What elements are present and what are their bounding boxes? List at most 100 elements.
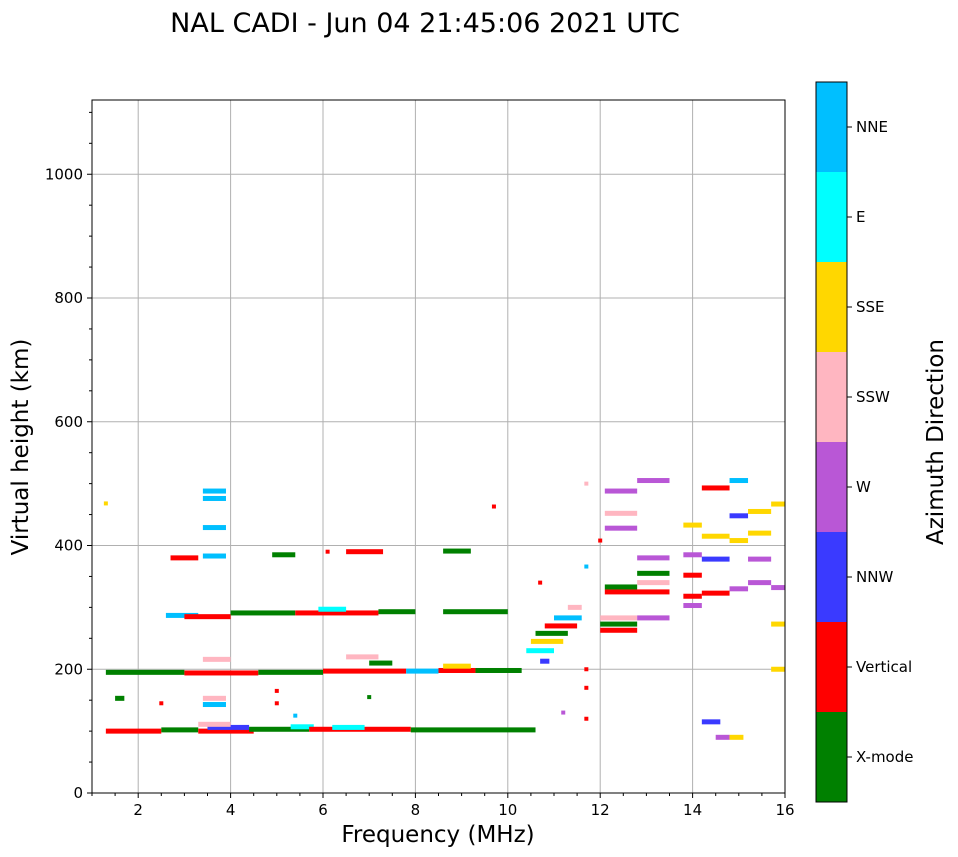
echo-segment (637, 615, 670, 621)
data-marks (103, 478, 785, 740)
echo-segment (202, 553, 226, 559)
echo-segment (526, 648, 554, 654)
colorbar-tick-label: W (856, 478, 871, 496)
echo-segment (771, 501, 785, 507)
echo-segment (771, 666, 785, 672)
grid-lines (92, 100, 786, 794)
echo-segment (202, 525, 226, 531)
echo-segment (540, 658, 550, 664)
y-tick-label: 800 (54, 289, 83, 307)
echo-segment (530, 638, 564, 644)
echo-segment (443, 548, 471, 554)
y-tick-label: 1000 (45, 165, 83, 183)
x-axis-label: Frequency (MHz) (341, 822, 534, 848)
x-tick-label: 10 (498, 801, 517, 819)
echo-point (561, 710, 566, 715)
echo-point (584, 685, 589, 690)
echo-point (538, 580, 543, 585)
echo-point (491, 504, 496, 509)
echo-segment (701, 719, 721, 725)
colorbar-swatch (816, 712, 847, 802)
chart-title: NAL CADI - Jun 04 21:45:06 2021 UTC (170, 8, 680, 39)
echo-point (274, 688, 279, 693)
echo-segment (406, 668, 439, 674)
colorbar: X-mode Vertical NNW W SSW SSE E NNE (815, 81, 913, 803)
echo-point (584, 667, 589, 672)
echo-segment (701, 556, 730, 562)
y-axis-ticks: 0 200 400 600 800 1000 (45, 111, 92, 802)
echo-segment (443, 609, 508, 615)
echo-segment (604, 525, 638, 531)
echo-segment (600, 615, 638, 621)
echo-segment (637, 555, 670, 561)
echo-segment (600, 621, 638, 627)
echo-segment (198, 721, 231, 727)
echo-segment (729, 478, 749, 484)
colorbar-tick-label: E (856, 208, 865, 226)
colorbar-tick-label: Vertical (856, 658, 912, 676)
echo-segment (771, 585, 785, 591)
x-tick-label: 4 (226, 801, 236, 819)
echo-point (103, 501, 108, 506)
echo-segment (604, 488, 638, 494)
echo-segment (165, 612, 199, 618)
echo-segment (683, 522, 702, 528)
echo-segment (438, 667, 476, 673)
echo-point (584, 564, 589, 569)
echo-segment (443, 663, 471, 669)
echo-segment (207, 724, 250, 730)
echo-point (274, 701, 279, 706)
echo-segment (683, 572, 702, 578)
echo-segment (701, 590, 730, 596)
colorbar-tick-label: SSE (856, 298, 885, 316)
echo-segment (554, 615, 582, 621)
echo-segment (715, 734, 730, 740)
echo-segment (184, 670, 259, 676)
echo-segment (729, 538, 749, 544)
echo-point (325, 549, 330, 554)
plot-background (92, 100, 785, 793)
echo-segment (161, 727, 199, 733)
echo-segment (170, 555, 199, 561)
echo-segment (198, 728, 254, 734)
echo-segment (701, 485, 730, 491)
echo-segment (701, 533, 730, 539)
echo-segment (105, 728, 162, 734)
echo-segment (604, 589, 670, 595)
colorbar-tick-label: NNE (856, 118, 888, 136)
colorbar-tick-label: SSW (856, 388, 890, 406)
echo-segment (637, 570, 670, 576)
echo-segment (202, 495, 226, 501)
echo-segment (318, 606, 347, 612)
echo-segment (604, 584, 638, 590)
colorbar-swatch (816, 172, 847, 262)
echo-segment (202, 656, 231, 662)
colorbar-swatch (816, 262, 847, 352)
echo-segment (346, 654, 379, 660)
echo-segment (544, 623, 578, 629)
echo-segment (346, 549, 384, 555)
echo-segment (683, 603, 702, 609)
echo-point (367, 695, 372, 700)
colorbar-tick-label: X-mode (856, 748, 913, 766)
echo-segment (323, 668, 407, 674)
echo-segment (202, 695, 226, 701)
echo-segment (332, 724, 365, 730)
colorbar-swatch (816, 82, 847, 172)
echo-segment (748, 508, 772, 514)
colorbar-tick-label: NNW (856, 568, 893, 586)
echo-segment (729, 586, 749, 592)
y-tick-label: 0 (73, 784, 83, 802)
echo-segment (748, 580, 772, 586)
echo-segment (290, 724, 314, 730)
colorbar-frame (815, 81, 848, 803)
echo-point (598, 538, 603, 543)
y-tick-label: 200 (54, 660, 83, 678)
echo-segment (683, 552, 702, 558)
echo-point (293, 713, 298, 718)
x-axis-ticks: 2 4 6 8 10 12 14 16 (91, 793, 795, 819)
echo-segment (683, 593, 702, 599)
echo-segment (202, 488, 226, 494)
colorbar-swatch (816, 442, 847, 532)
x-tick-label: 12 (591, 801, 610, 819)
